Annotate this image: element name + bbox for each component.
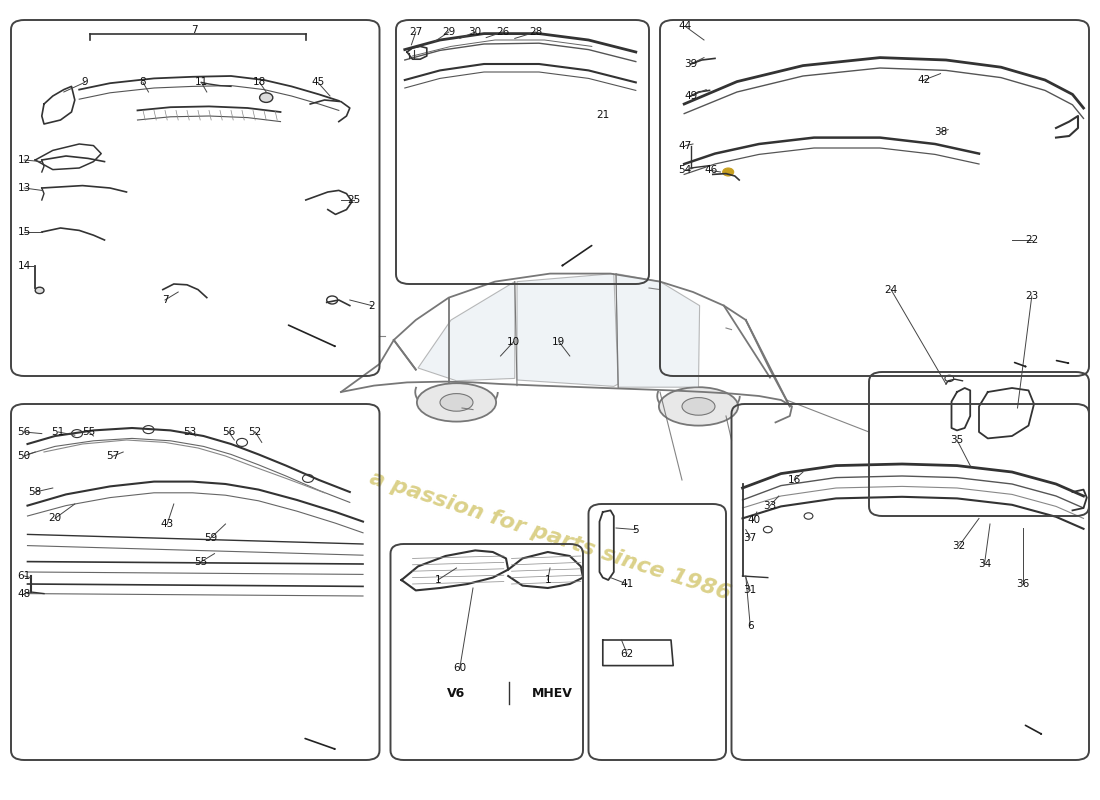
Text: 56: 56 (18, 427, 31, 437)
Text: 19: 19 (552, 337, 565, 346)
Text: 2: 2 (368, 301, 375, 310)
Text: 22: 22 (1025, 235, 1038, 245)
Text: 50: 50 (18, 451, 31, 461)
Text: 8: 8 (140, 78, 146, 87)
Text: V6: V6 (448, 687, 465, 700)
Text: 15: 15 (18, 227, 31, 237)
Text: 12: 12 (18, 155, 31, 165)
Text: 10: 10 (507, 337, 520, 346)
Text: 51: 51 (52, 427, 65, 437)
Text: 55: 55 (195, 557, 208, 566)
Text: 53: 53 (184, 427, 197, 437)
Text: 42: 42 (917, 75, 931, 85)
Circle shape (143, 426, 154, 434)
Circle shape (260, 93, 273, 102)
Text: 20: 20 (48, 514, 62, 523)
Text: 31: 31 (744, 586, 757, 595)
Text: 28: 28 (529, 27, 542, 37)
Text: 54: 54 (679, 166, 692, 175)
Ellipse shape (659, 387, 738, 426)
Text: 44: 44 (679, 22, 692, 31)
Text: 1: 1 (434, 575, 441, 585)
Ellipse shape (440, 394, 473, 411)
Text: 38: 38 (934, 127, 947, 137)
Text: 9: 9 (81, 78, 88, 87)
Text: 11: 11 (195, 78, 208, 87)
Text: 59: 59 (205, 533, 218, 542)
Text: 14: 14 (18, 261, 31, 270)
Text: 1: 1 (544, 575, 551, 585)
Text: 41: 41 (620, 579, 634, 589)
Text: 29: 29 (442, 27, 455, 37)
Ellipse shape (417, 383, 496, 422)
Text: 47: 47 (679, 141, 692, 150)
Text: 48: 48 (18, 589, 31, 598)
Polygon shape (418, 282, 515, 381)
Text: 7: 7 (191, 26, 198, 35)
Circle shape (302, 474, 313, 482)
Text: 43: 43 (161, 519, 174, 529)
Text: 5: 5 (632, 525, 639, 534)
Text: 18: 18 (253, 78, 266, 87)
Text: 16: 16 (788, 475, 801, 485)
Text: 56: 56 (222, 427, 235, 437)
Circle shape (72, 430, 82, 438)
Text: 52: 52 (249, 427, 262, 437)
Text: MHEV: MHEV (531, 687, 573, 700)
Polygon shape (616, 274, 700, 387)
Text: 46: 46 (704, 166, 717, 175)
Text: 35: 35 (950, 435, 964, 445)
Text: 55: 55 (82, 427, 96, 437)
Text: 40: 40 (747, 515, 760, 525)
Circle shape (236, 438, 248, 446)
Text: 36: 36 (1016, 579, 1030, 589)
Text: 39: 39 (684, 59, 697, 69)
Circle shape (723, 168, 734, 176)
Polygon shape (517, 274, 618, 386)
Text: 32: 32 (953, 541, 966, 550)
Text: 6: 6 (747, 621, 754, 630)
Ellipse shape (682, 398, 715, 415)
Circle shape (804, 513, 813, 519)
Text: 24: 24 (884, 285, 898, 294)
Text: 61: 61 (18, 571, 31, 581)
Text: 21: 21 (596, 110, 609, 120)
Text: 13: 13 (18, 183, 31, 193)
Text: 34: 34 (978, 559, 991, 569)
Text: a passion for parts since 1986: a passion for parts since 1986 (367, 468, 733, 604)
Text: 25: 25 (348, 195, 361, 205)
Text: 33: 33 (763, 501, 777, 510)
Text: 58: 58 (29, 487, 42, 497)
Circle shape (763, 526, 772, 533)
Text: 23: 23 (1025, 291, 1038, 301)
Text: 57: 57 (107, 451, 120, 461)
Circle shape (35, 287, 44, 294)
Text: 45: 45 (311, 78, 324, 87)
Text: 27: 27 (409, 27, 422, 37)
Text: 7: 7 (162, 295, 168, 305)
Text: 37: 37 (744, 533, 757, 542)
Text: 26: 26 (496, 27, 509, 37)
Text: 62: 62 (620, 649, 634, 658)
Text: 60: 60 (453, 663, 466, 673)
Text: 49: 49 (684, 91, 697, 101)
Text: 30: 30 (469, 27, 482, 37)
